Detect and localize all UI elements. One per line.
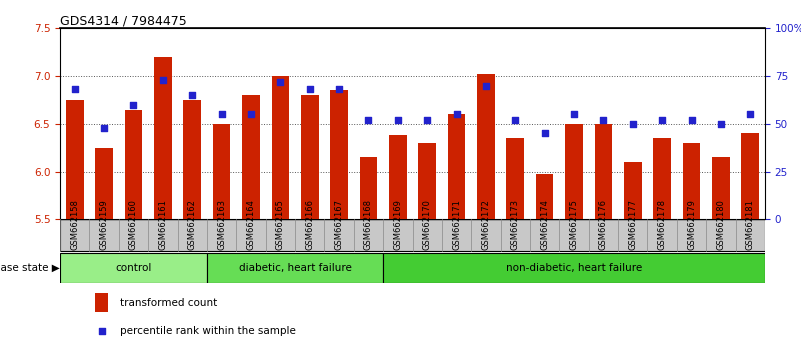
Point xyxy=(186,92,199,98)
Point xyxy=(744,112,757,117)
Text: GSM662167: GSM662167 xyxy=(335,199,344,250)
Text: GSM662170: GSM662170 xyxy=(423,199,432,250)
Bar xyxy=(742,133,759,219)
Bar xyxy=(301,95,319,219)
Point xyxy=(392,117,405,123)
Point xyxy=(480,83,493,88)
Bar xyxy=(60,219,765,251)
Bar xyxy=(654,138,671,219)
Point xyxy=(626,121,639,127)
Point xyxy=(274,79,287,85)
Point xyxy=(156,77,169,83)
Text: GSM662173: GSM662173 xyxy=(511,199,520,250)
Point xyxy=(509,117,521,123)
Point xyxy=(127,102,140,108)
Text: non-diabetic, heart failure: non-diabetic, heart failure xyxy=(506,263,642,273)
Text: percentile rank within the sample: percentile rank within the sample xyxy=(120,326,296,336)
Point xyxy=(68,87,81,92)
Bar xyxy=(330,91,348,219)
Bar xyxy=(594,124,612,219)
Text: GSM662164: GSM662164 xyxy=(247,199,256,250)
Bar xyxy=(213,124,231,219)
Bar xyxy=(125,110,143,219)
Bar xyxy=(60,253,207,283)
Text: GSM662168: GSM662168 xyxy=(364,199,373,250)
Bar xyxy=(360,157,377,219)
Bar xyxy=(383,253,765,283)
Bar xyxy=(448,114,465,219)
Text: GDS4314 / 7984475: GDS4314 / 7984475 xyxy=(60,14,187,27)
Text: GSM662166: GSM662166 xyxy=(305,199,314,250)
Point xyxy=(98,125,111,131)
Point xyxy=(685,117,698,123)
Bar xyxy=(389,135,407,219)
Point xyxy=(244,112,257,117)
Text: control: control xyxy=(115,263,151,273)
Point xyxy=(656,117,669,123)
Bar xyxy=(183,100,201,219)
Point xyxy=(568,112,581,117)
Point xyxy=(538,131,551,136)
Bar xyxy=(154,57,171,219)
Text: GSM662179: GSM662179 xyxy=(687,199,696,250)
Text: GSM662163: GSM662163 xyxy=(217,199,226,250)
Bar xyxy=(207,253,383,283)
Bar xyxy=(536,173,553,219)
Point xyxy=(362,117,375,123)
Text: GSM662159: GSM662159 xyxy=(99,199,109,250)
Text: GSM662174: GSM662174 xyxy=(540,199,549,250)
Text: GSM662158: GSM662158 xyxy=(70,199,79,250)
Point xyxy=(95,329,108,334)
Bar xyxy=(66,100,83,219)
Text: GSM662169: GSM662169 xyxy=(393,199,402,250)
Point xyxy=(332,87,345,92)
Bar xyxy=(242,95,260,219)
Bar xyxy=(272,76,289,219)
Text: GSM662160: GSM662160 xyxy=(129,199,138,250)
Bar xyxy=(682,143,700,219)
Bar xyxy=(566,124,583,219)
Bar xyxy=(477,74,495,219)
Point xyxy=(597,117,610,123)
Text: GSM662175: GSM662175 xyxy=(570,199,578,250)
Point xyxy=(450,112,463,117)
Text: GSM662180: GSM662180 xyxy=(716,199,726,250)
Text: GSM662178: GSM662178 xyxy=(658,199,666,250)
Text: GSM662162: GSM662162 xyxy=(187,199,197,250)
Bar xyxy=(95,293,108,312)
Point xyxy=(714,121,727,127)
Point xyxy=(421,117,433,123)
Bar xyxy=(418,143,436,219)
Bar xyxy=(712,157,730,219)
Text: GSM662177: GSM662177 xyxy=(628,199,638,250)
Bar xyxy=(624,162,642,219)
Text: GSM662161: GSM662161 xyxy=(159,199,167,250)
Text: GSM662171: GSM662171 xyxy=(452,199,461,250)
Bar xyxy=(95,148,113,219)
Point xyxy=(304,87,316,92)
Text: GSM662176: GSM662176 xyxy=(599,199,608,250)
Text: GSM662181: GSM662181 xyxy=(746,199,755,250)
Text: disease state ▶: disease state ▶ xyxy=(0,263,60,273)
Point xyxy=(215,112,228,117)
Text: diabetic, heart failure: diabetic, heart failure xyxy=(239,263,352,273)
Bar xyxy=(506,138,524,219)
Text: transformed count: transformed count xyxy=(120,298,217,308)
Text: GSM662172: GSM662172 xyxy=(481,199,490,250)
Text: GSM662165: GSM662165 xyxy=(276,199,285,250)
